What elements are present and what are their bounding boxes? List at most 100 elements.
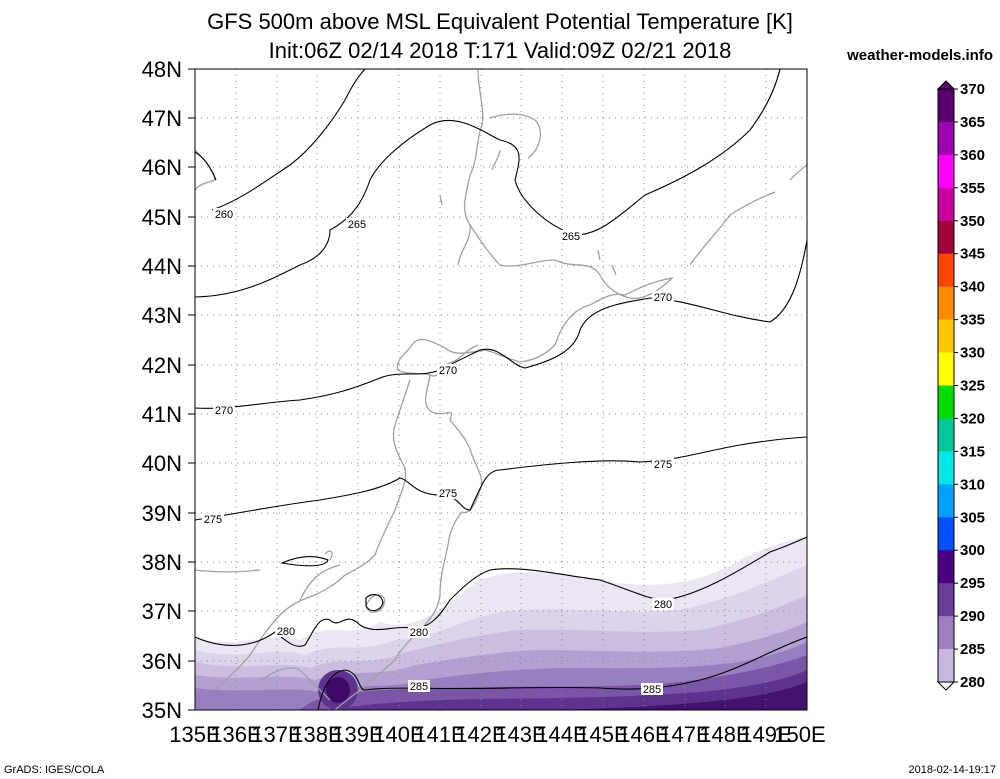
lat-label: 46N <box>142 155 182 180</box>
contour-label: 285 <box>410 681 428 693</box>
lon-label: 136E <box>210 722 261 747</box>
colorbar-swatch <box>938 121 954 156</box>
lon-label: 140E <box>373 722 424 747</box>
contour-label: 275 <box>204 514 222 526</box>
colorbar-label: 315 <box>960 443 985 460</box>
lat-label: 40N <box>142 451 182 476</box>
map-frame <box>194 68 808 711</box>
contour-label-layer: 260 265 265 270 270 270 275 275 275 280 … <box>202 208 674 696</box>
contour-label: 265 <box>562 231 580 243</box>
contour-label: 275 <box>439 488 457 500</box>
colorbar-swatch <box>938 352 954 386</box>
colorbar-label: 310 <box>960 476 985 493</box>
contour-280 <box>195 536 807 647</box>
lon-label: 138E <box>291 722 342 747</box>
lon-label: 149E <box>740 722 791 747</box>
colorbar-label: 300 <box>960 542 985 559</box>
longitude-labels: 135E 136E 137E 138E 139E 140E 141E 142E … <box>169 722 825 747</box>
colorbar-label: 370 <box>960 81 985 98</box>
contour-285 <box>317 636 807 710</box>
colorbar-swatch <box>938 319 954 354</box>
axis-ticks <box>188 68 195 711</box>
footer-timestamp: 2018-02-14-19:17 <box>909 764 996 776</box>
contour-label: 285 <box>643 684 661 696</box>
colorbar-swatch <box>938 451 954 485</box>
colorbar-label: 295 <box>960 575 985 592</box>
coast-peninsula <box>261 564 341 701</box>
lat-label: 48N <box>142 57 182 82</box>
figure-subtitle: Init:06Z 02/14 2018 T:171 Valid:09Z 02/2… <box>269 38 732 63</box>
lon-label: 137E <box>251 722 302 747</box>
contour-label: 280 <box>410 627 428 639</box>
colorbar-swatch <box>938 220 954 255</box>
colorbar-top-arrow <box>936 80 956 90</box>
colorbar-label: 335 <box>960 312 985 329</box>
contour-label: 275 <box>654 459 672 471</box>
contour-small-3 <box>365 594 384 612</box>
shade-band-287 <box>560 682 807 710</box>
colorbar: 370 365 360 355 350 345 340 335 330 325 320 315 310 3… <box>936 80 985 691</box>
lat-label: 45N <box>142 205 182 230</box>
colorbar-label: 340 <box>960 279 985 296</box>
coast-honshu-north <box>334 374 483 710</box>
lon-label: 135E <box>169 722 220 747</box>
lon-label: 150E <box>774 722 825 747</box>
shade-band-286 <box>330 670 807 710</box>
lat-label: 43N <box>142 303 182 328</box>
coast-kurils <box>689 164 807 266</box>
colorbar-swatch <box>938 154 954 189</box>
graticule <box>195 69 807 710</box>
lon-label: 143E <box>495 722 546 747</box>
contour-label: 270 <box>215 405 233 417</box>
lat-label: 47N <box>142 106 182 131</box>
colorbar-label: 325 <box>960 378 985 395</box>
colorbar-swatch <box>938 484 954 518</box>
lat-label: 36N <box>142 649 182 674</box>
lon-label: 139E <box>332 722 383 747</box>
contour-small-2 <box>195 151 217 181</box>
lon-label: 144E <box>536 722 587 747</box>
colorbar-label: 360 <box>960 147 985 164</box>
colorbar-label: 305 <box>960 509 985 526</box>
contour-label: 265 <box>348 219 366 231</box>
colorbar-bottom-arrow <box>936 681 956 691</box>
contour-265 <box>195 69 781 298</box>
colorbar-swatch <box>938 616 954 650</box>
lat-label: 39N <box>142 501 182 526</box>
colorbar-swatch <box>938 418 954 452</box>
colorbar-swatch <box>938 286 954 321</box>
lon-label: 148E <box>699 722 750 747</box>
site-credit: weather-models.info <box>846 47 993 64</box>
colorbar-swatch <box>938 517 954 551</box>
contour-260 <box>211 69 366 211</box>
colorbar-label: 345 <box>960 246 985 263</box>
contour-label: 280 <box>277 626 295 638</box>
map-area: 260 265 265 270 270 270 275 275 275 280 … <box>195 69 807 710</box>
contour-label: 270 <box>654 292 672 304</box>
lon-label: 141E <box>414 722 465 747</box>
contour-label: 280 <box>654 599 672 611</box>
colorbar-label: 350 <box>960 213 985 230</box>
lat-label: 44N <box>142 254 182 279</box>
footer-credit: GrADS: IGES/COLA <box>4 764 105 776</box>
contour-270 <box>195 239 807 409</box>
latitude-labels: 48N 47N 46N 45N 44N 43N 42N 41N 40N 39N … <box>142 57 182 723</box>
contour-label: 270 <box>439 365 457 377</box>
colorbar-label: 290 <box>960 608 985 625</box>
lat-label: 37N <box>142 599 182 624</box>
colorbar-swatch <box>938 253 954 288</box>
coast-small <box>324 194 617 561</box>
contour-small-1 <box>280 556 329 567</box>
contour-label: 260 <box>215 209 233 221</box>
colorbar-swatch <box>938 550 954 584</box>
lon-label: 142E <box>455 722 506 747</box>
colorbar-label: 355 <box>960 180 985 197</box>
colorbar-label: 280 <box>960 674 985 691</box>
colorbar-label: 365 <box>960 114 985 131</box>
colorbar-label: 320 <box>960 410 985 427</box>
coast-hokkaido <box>396 224 674 377</box>
lon-label: 147E <box>659 722 710 747</box>
lat-label: 35N <box>142 698 182 723</box>
lon-label: 145E <box>577 722 628 747</box>
